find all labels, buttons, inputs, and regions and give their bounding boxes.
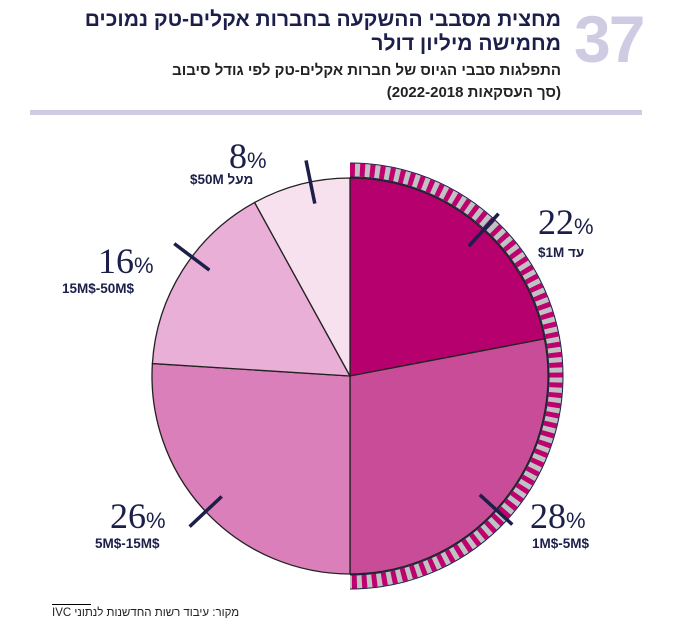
subtitle-line-2: (סך העסקאות 2022-2018) bbox=[386, 84, 561, 101]
pct-label-2: 26% bbox=[110, 496, 166, 536]
title-line-1: מחצית מסבבי ההשקעה בחברות אקלים-טק נמוכי… bbox=[84, 8, 561, 31]
cat-label-1: 1M$-5M$ bbox=[532, 536, 590, 551]
pct-label-0: 22% bbox=[538, 202, 594, 242]
chart-subtitle: התפלגות סבבי הגיוס של חברות אקלים-טק לפי… bbox=[41, 60, 561, 104]
cat-label-0: עד 1M$ bbox=[538, 245, 585, 260]
pie-slices bbox=[151, 177, 549, 575]
title-line-2: מחמישה מיליון דולר bbox=[371, 32, 561, 55]
source-note: מקור: עיבוד רשות החדשנות לנתוני IVC bbox=[52, 607, 240, 619]
ring-hatch bbox=[349, 163, 563, 589]
label-tick-2 bbox=[188, 495, 223, 528]
label-tick-4 bbox=[304, 160, 317, 204]
pie-slice-2 bbox=[151, 362, 351, 575]
cat-label-2: 5M$-15M$ bbox=[95, 536, 160, 551]
pie-slice-4 bbox=[253, 177, 351, 377]
label-tick-1 bbox=[478, 493, 514, 526]
pie-slice-0 bbox=[349, 177, 546, 377]
cat-label-4: מעל 50M$ bbox=[190, 172, 254, 187]
pct-label-4: 8% bbox=[229, 136, 267, 176]
chart-title: מחצית מסבבי ההשקעה בחברות אקלים-טק נמוכי… bbox=[41, 8, 561, 56]
label-ticks bbox=[173, 160, 514, 528]
highlight-ring bbox=[349, 162, 564, 590]
figure-number: 37 bbox=[574, 2, 645, 76]
pct-label-1: 28% bbox=[530, 496, 586, 536]
label-tick-0 bbox=[467, 212, 500, 248]
pie-slice-1 bbox=[349, 338, 549, 575]
source-divider bbox=[52, 604, 91, 605]
label-tick-3 bbox=[173, 242, 211, 272]
pie-slice-3 bbox=[151, 201, 352, 377]
pct-label-3: 16% bbox=[98, 241, 154, 281]
subtitle-line-1: התפלגות סבבי הגיוס של חברות אקלים-טק לפי… bbox=[172, 62, 561, 79]
cat-label-3: 15M$-50M$ bbox=[62, 281, 135, 296]
header-divider bbox=[30, 110, 642, 115]
